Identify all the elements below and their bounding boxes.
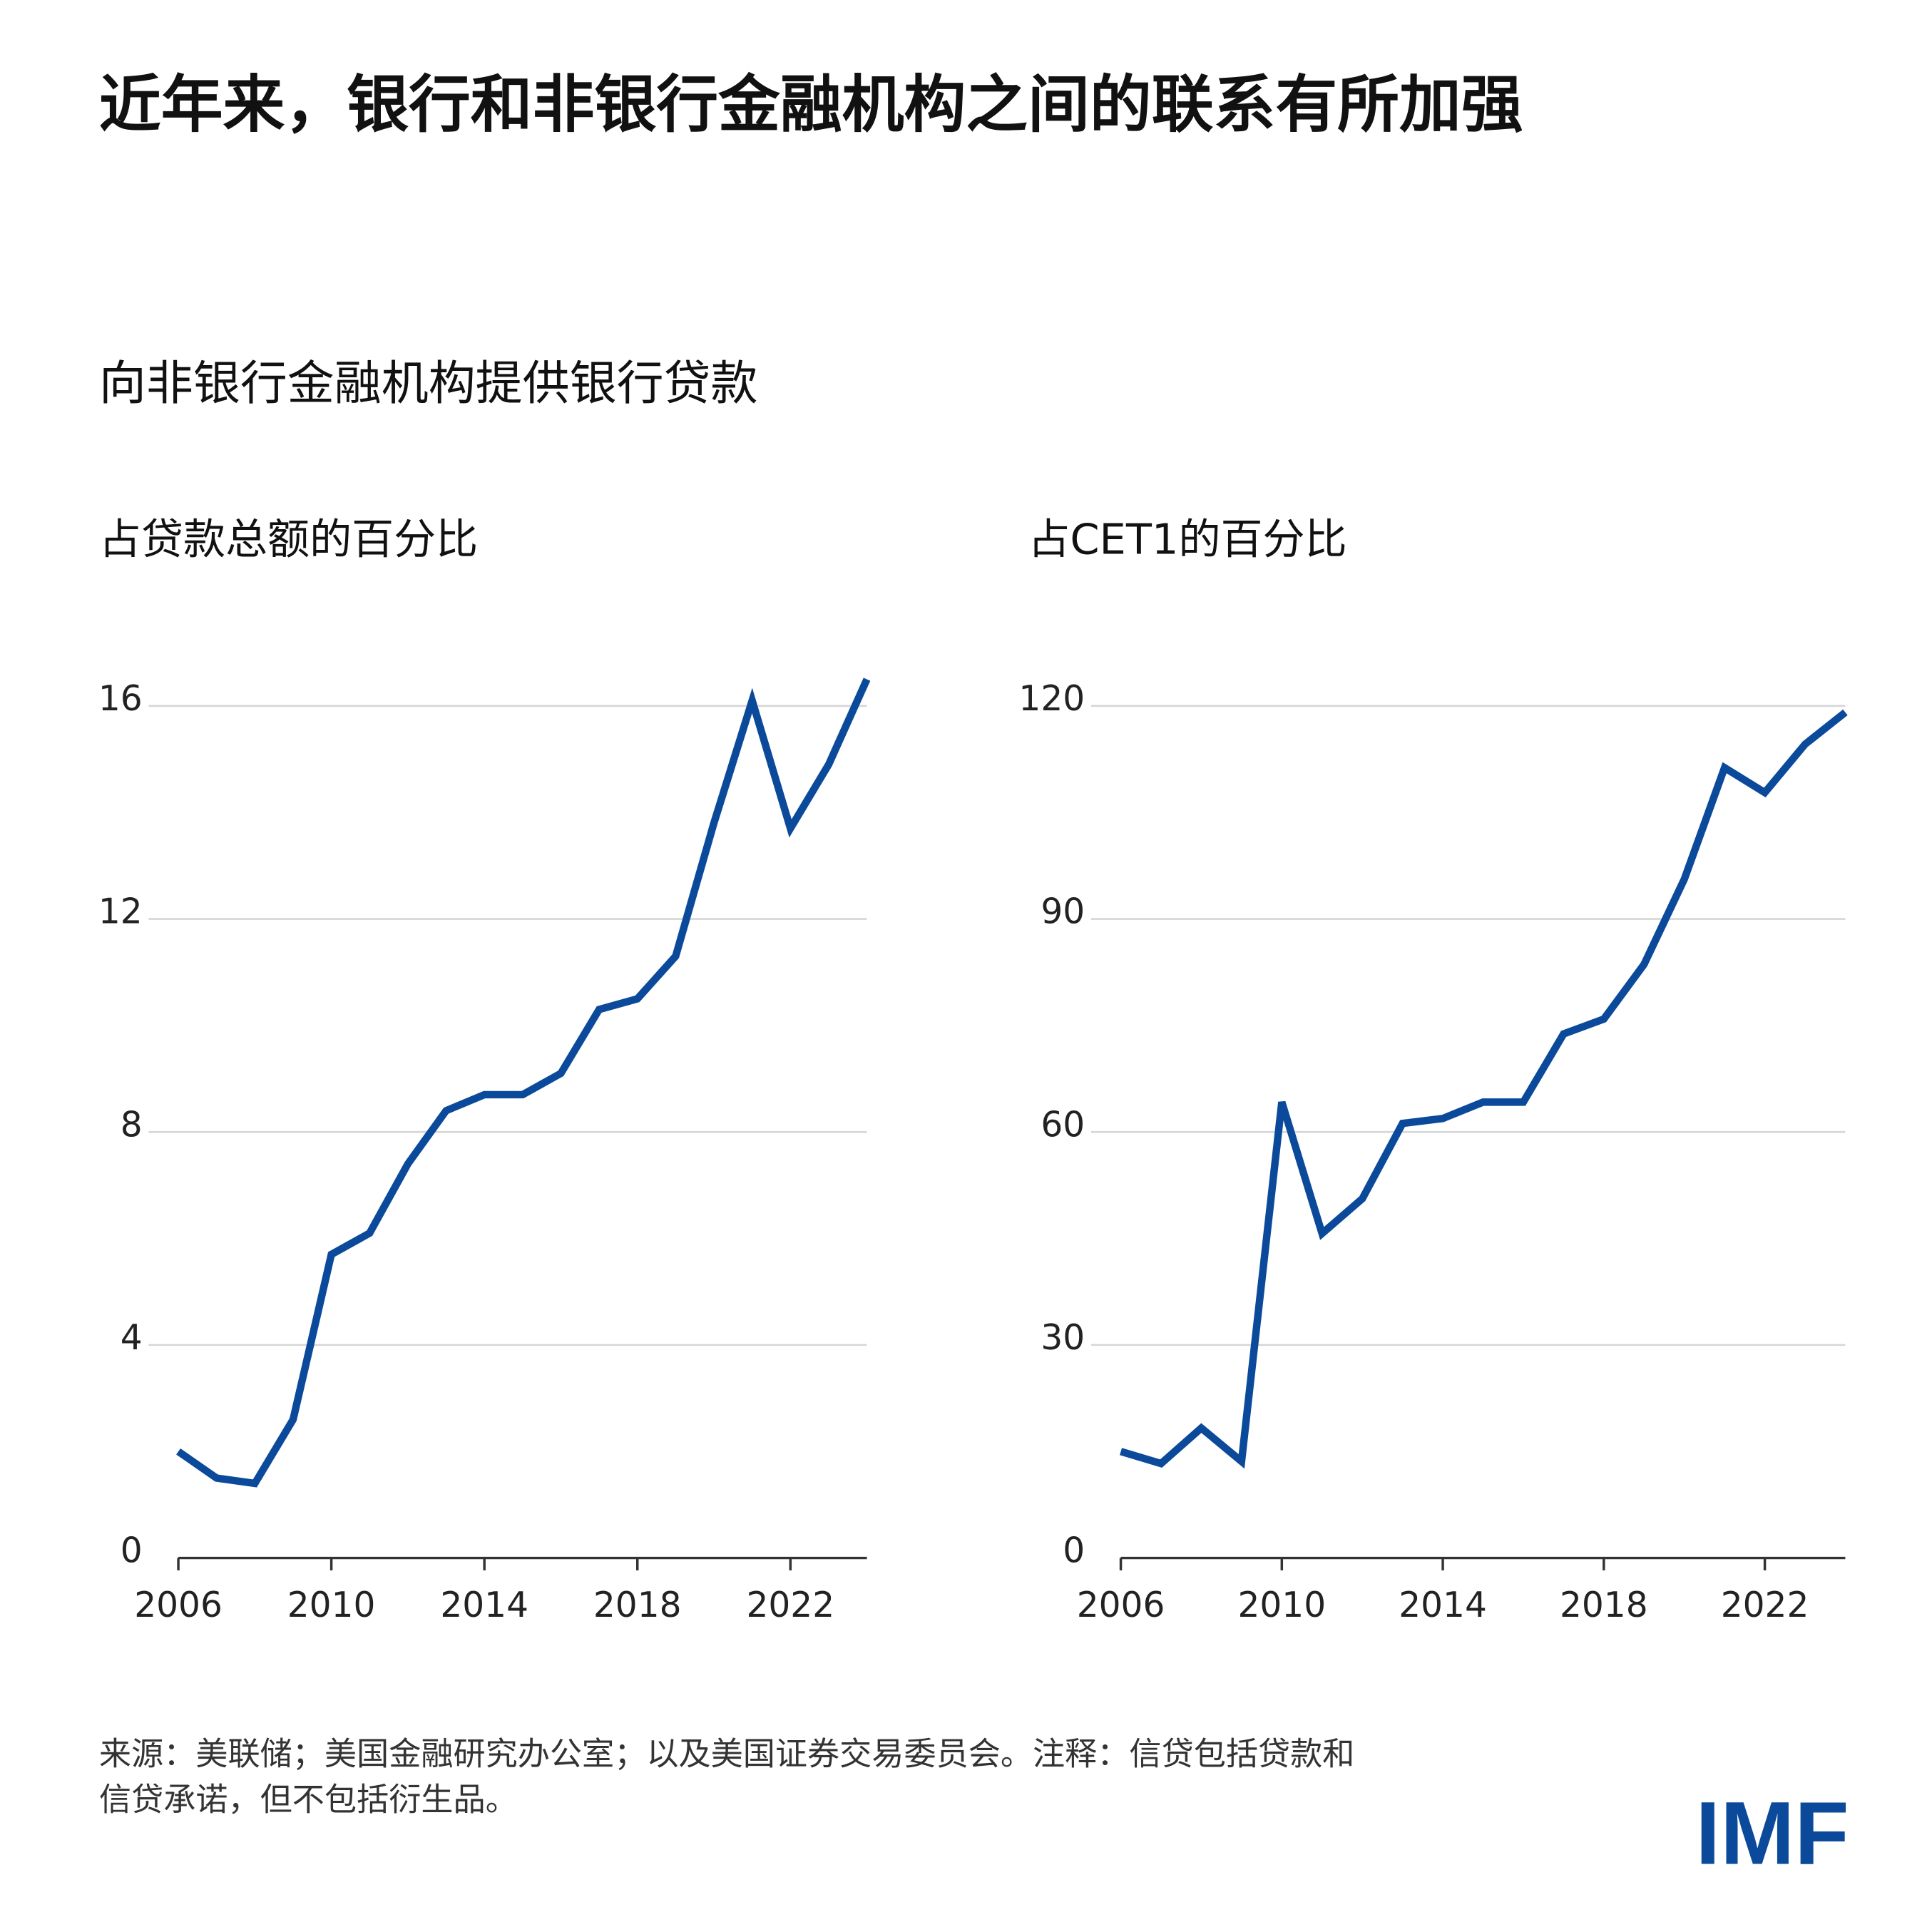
line — [176, 678, 871, 1488]
y-tick-label: 120 — [1018, 679, 1085, 719]
x-tick-label: 2010 — [287, 1585, 376, 1625]
y-tick-label: 0 — [121, 1531, 143, 1571]
y-tick-label: 60 — [1041, 1105, 1085, 1145]
x-tick-label: 2022 — [1721, 1585, 1809, 1625]
x-tick-label: 2010 — [1237, 1585, 1326, 1625]
chart-title: 占贷款总额的百分比 — [99, 515, 478, 564]
logo: IMF — [1695, 1784, 1849, 1884]
x-tick-label: 2006 — [1077, 1585, 1165, 1625]
y-tick-label: 0 — [1063, 1531, 1085, 1571]
note: 信贷承诺，但不包括衍生品。 — [99, 1781, 518, 1819]
y-tick-label: 16 — [98, 679, 143, 719]
note: 来源：美联储；美国金融研究办公室；以及美国证券交易委员会。注释：信贷包括贷款和 — [99, 1734, 1355, 1772]
x-tick-label: 2022 — [746, 1585, 834, 1625]
y-tick-label: 8 — [121, 1105, 143, 1145]
y-tick-label: 4 — [121, 1318, 143, 1358]
x-tick-label: 2018 — [1560, 1585, 1648, 1625]
line — [1120, 709, 1848, 1469]
subtitle: 向非银行金融机构提供银行贷款 — [99, 356, 758, 411]
chart-title: 占CET1的百分比 — [1028, 515, 1346, 564]
x-tick-label: 2018 — [593, 1585, 682, 1625]
x-tick-label: 2014 — [1399, 1585, 1487, 1625]
x-tick-label: 2006 — [134, 1585, 223, 1625]
x-tick-label: 2014 — [440, 1585, 528, 1625]
y-tick-label: 30 — [1041, 1318, 1085, 1358]
y-tick-label: 12 — [98, 892, 143, 932]
y-tick-label: 90 — [1041, 892, 1085, 932]
title: 近年来，银行和非银行金融机构之间的联系有所加强 — [99, 69, 1523, 141]
